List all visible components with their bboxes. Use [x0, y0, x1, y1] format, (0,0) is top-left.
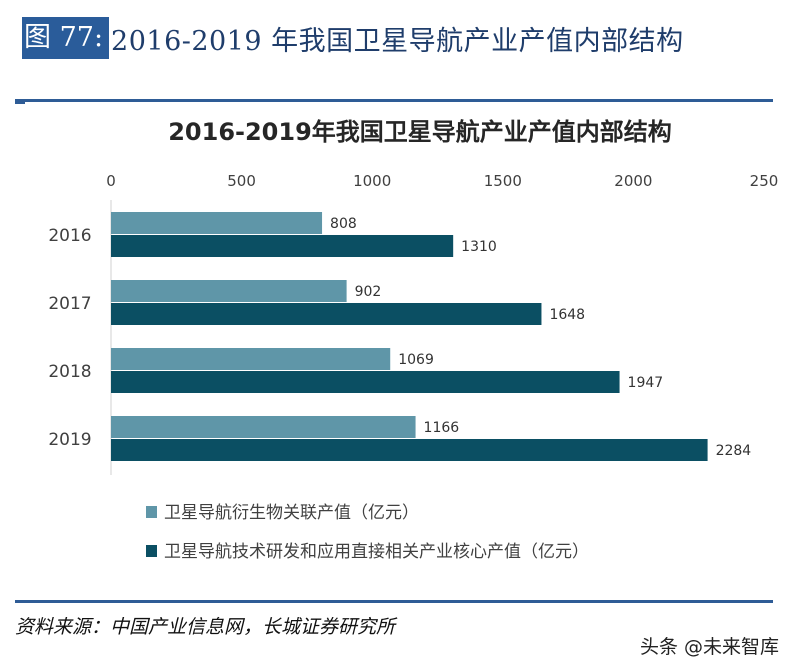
y-category-label: 2016 — [48, 226, 91, 246]
bar-chart: 2016-2019年我国卫星导航产业产值内部结构 0 500 1000 1500 200… — [48, 118, 779, 562]
bar-2018-series1 — [111, 348, 391, 370]
legend-swatch — [146, 545, 157, 557]
chart-title: 2016-2019年我国卫星导航产业产值内部结构 — [168, 118, 672, 146]
x-tick-label: 250 — [750, 172, 779, 190]
data-label: 1166 — [424, 420, 460, 436]
y-category-label: 2017 — [48, 294, 91, 314]
data-label: 1310 — [461, 239, 497, 255]
bar-2016-series2 — [111, 235, 454, 257]
bar-2017-series1 — [111, 280, 347, 302]
legend-label: 卫星导航技术研发和应用直接相关产业核心产值（亿元） — [164, 542, 589, 562]
bar-2018-series2 — [111, 371, 620, 393]
x-tick-label: 1500 — [484, 172, 522, 190]
bottom-divider — [15, 600, 773, 603]
data-label: 808 — [330, 216, 357, 232]
figure-title: 2016-2019 年我国卫星导航产业产值内部结构 — [111, 25, 684, 57]
y-category-label: 2018 — [48, 362, 91, 382]
divider-stub — [15, 102, 25, 104]
legend-label: 卫星导航衍生物关联产值（亿元） — [164, 503, 419, 523]
data-label: 2284 — [716, 443, 752, 459]
data-label: 1069 — [398, 352, 434, 368]
legend-swatch — [146, 506, 157, 518]
x-tick-label: 500 — [227, 172, 256, 190]
bar-2019-series1 — [111, 416, 416, 438]
x-tick-label: 2000 — [614, 172, 652, 190]
source-note: 资料来源：中国产业信息网，长城证券研究所 — [15, 616, 396, 638]
watermark: 头条 @未来智库 — [639, 636, 779, 658]
data-label: 1947 — [628, 375, 664, 391]
data-label: 1648 — [549, 307, 585, 323]
bar-2019-series2 — [111, 439, 708, 461]
top-divider — [15, 99, 773, 102]
y-category-label: 2019 — [48, 430, 91, 450]
x-tick-label: 1000 — [353, 172, 391, 190]
figure-header: 图 77: 2016-2019 年我国卫星导航产业产值内部结构 — [22, 17, 684, 59]
bar-2016-series1 — [111, 212, 323, 234]
data-label: 902 — [355, 284, 382, 300]
x-tick-label: 0 — [106, 172, 116, 190]
bar-2017-series2 — [111, 303, 542, 325]
figure-label: 图 77: — [22, 17, 110, 59]
